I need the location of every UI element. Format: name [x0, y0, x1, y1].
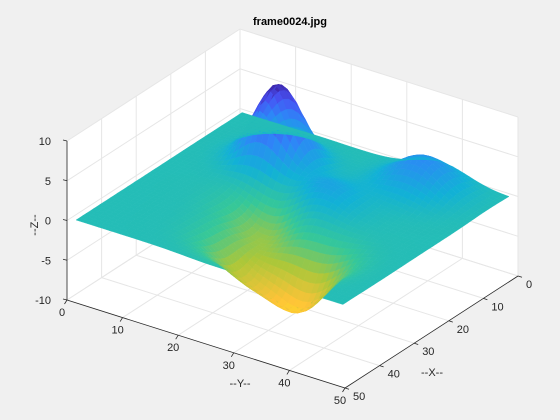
x-tick [414, 342, 419, 345]
z-tick [62, 219, 68, 221]
y-tick-label: 0 [59, 307, 65, 319]
x-tick [344, 387, 350, 390]
tick-labels: 0 10 20 30 40 50 0 10 20 30 40 50 -10 -5 0 5 10 [35, 136, 532, 407]
y-tick-label: 40 [278, 377, 290, 389]
x-tick-label: 0 [526, 279, 532, 291]
x-tick [448, 320, 453, 323]
z-tick-label: -10 [35, 295, 51, 307]
z-tick-label: 0 [45, 216, 51, 228]
z-tick [62, 258, 68, 261]
y-tick [230, 352, 235, 358]
y-tick [342, 387, 346, 393]
x-tick-label: 20 [457, 324, 469, 336]
x-axis-line [344, 275, 519, 389]
z-tick [62, 139, 68, 142]
z-tick-label: 10 [39, 136, 51, 148]
y-tick-label: 30 [223, 360, 235, 372]
y-tick [119, 317, 123, 322]
axes [62, 139, 523, 393]
grid-line-z [66, 28, 519, 142]
z-tick [62, 179, 68, 182]
x-tick-label: 50 [353, 391, 365, 403]
surface-plot [75, 84, 510, 314]
surface-cell [499, 194, 510, 199]
z-tick [62, 298, 68, 301]
z-tick-label: -5 [41, 255, 51, 267]
y-axis-line [66, 299, 346, 389]
y-tick-label: 50 [334, 395, 346, 407]
x-tick-label: 30 [422, 346, 434, 358]
y-tick-label: 20 [167, 342, 179, 354]
chart-title: frame0024.jpg [253, 16, 327, 28]
y-tick-label: 10 [111, 325, 123, 337]
y-tick [286, 370, 290, 375]
y-axis-label: --Y-- [230, 378, 251, 390]
x-tick-label: 10 [491, 301, 503, 313]
y-tick [175, 334, 179, 340]
z-axis-label: --Z-- [29, 214, 41, 236]
x-tick [379, 365, 384, 368]
z-tick-label: 5 [45, 176, 51, 188]
y-tick [64, 299, 68, 305]
grid-line-z [66, 68, 519, 182]
x-tick-label: 40 [388, 369, 400, 381]
x-axis-label: --X-- [421, 367, 443, 379]
x-tick [517, 275, 523, 278]
x-tick [483, 298, 488, 301]
